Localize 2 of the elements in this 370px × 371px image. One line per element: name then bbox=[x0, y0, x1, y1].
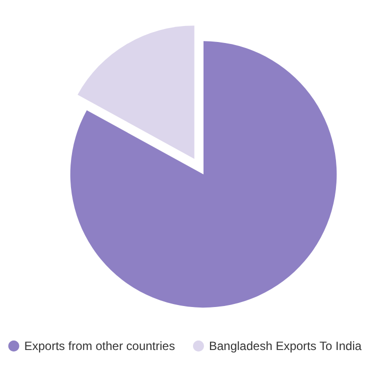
legend-label: Bangladesh Exports To India bbox=[208, 339, 362, 353]
legend-label: Exports from other countries bbox=[24, 339, 175, 353]
